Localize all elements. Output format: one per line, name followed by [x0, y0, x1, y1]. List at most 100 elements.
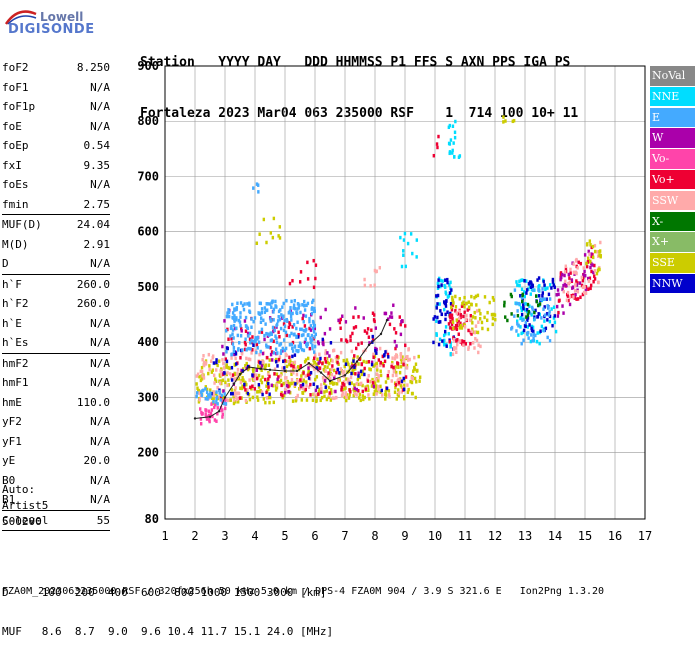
- echo-point: [236, 333, 240, 338]
- echo-point: [518, 283, 521, 288]
- echo-point: [290, 299, 293, 304]
- echo-point: [548, 283, 552, 287]
- echo-point: [302, 319, 305, 324]
- echo-point: [531, 307, 534, 311]
- echo-point: [327, 385, 331, 390]
- echo-point: [458, 326, 461, 330]
- echo-point: [491, 322, 494, 327]
- param-value: 110.0: [76, 395, 110, 409]
- echo-point: [221, 358, 224, 362]
- echo-point: [388, 394, 391, 399]
- echo-point: [282, 359, 285, 364]
- echo-point: [285, 383, 289, 388]
- echo-point: [399, 322, 402, 327]
- echo-point: [288, 383, 291, 388]
- echo-point: [263, 366, 267, 370]
- echo-point: [473, 330, 477, 335]
- echo-point: [199, 421, 203, 426]
- echo-point: [287, 359, 290, 364]
- echo-point: [476, 293, 480, 298]
- echo-point: [292, 332, 296, 337]
- echo-point: [296, 307, 299, 311]
- echo-point: [337, 379, 340, 383]
- echo-point: [224, 380, 227, 385]
- echo-point: [232, 395, 235, 399]
- echo-point: [295, 381, 299, 385]
- echo-point: [339, 367, 343, 371]
- echo-point: [447, 141, 451, 146]
- echo-point: [397, 391, 401, 395]
- echo-point: [251, 395, 255, 400]
- echo-point: [590, 252, 593, 256]
- echo-point: [548, 297, 552, 301]
- echo-point: [304, 337, 307, 341]
- echo-point: [538, 302, 542, 306]
- echo-point: [444, 301, 447, 306]
- echo-point: [483, 295, 487, 299]
- echo-point: [530, 287, 534, 292]
- echo-point: [367, 388, 370, 393]
- echo-point: [290, 318, 293, 322]
- echo-point: [272, 339, 275, 344]
- trace-point: [307, 362, 311, 365]
- echo-point: [246, 331, 250, 336]
- legend-entry: SSE: [650, 253, 695, 273]
- echo-point: [488, 300, 491, 305]
- echo-point: [260, 390, 264, 394]
- echo-point: [441, 279, 444, 283]
- echo-point: [326, 373, 330, 378]
- echo-point: [248, 303, 251, 307]
- muf-row: MUF 8.6 8.7 9.0 9.6 10.4 11.7 15.1 24.0 [MHz]: [2, 625, 333, 638]
- echo-point: [573, 296, 576, 300]
- echo-point: [353, 365, 356, 369]
- ionogram-chart: 1 2 3 4 5 6 7 8 9 10 11 12 13 14 15 16 17802003004005006…: [137, 59, 652, 543]
- echo-point: [309, 340, 313, 345]
- x-tick-label: 5: [281, 529, 288, 543]
- echo-point: [309, 328, 313, 332]
- echo-point: [234, 386, 237, 390]
- echo-point: [493, 313, 497, 317]
- param-value: 8.250: [76, 61, 110, 74]
- echo-point: [391, 360, 394, 365]
- echo-point: [302, 371, 305, 375]
- echo-point: [313, 360, 317, 365]
- echo-point: [456, 323, 459, 328]
- echo-point: [347, 362, 350, 367]
- echo-point: [530, 313, 533, 317]
- echo-point: [454, 305, 458, 309]
- echo-point: [208, 367, 211, 372]
- echo-point: [384, 392, 387, 397]
- echo-point: [318, 366, 321, 371]
- echo-point: [587, 287, 590, 291]
- echo-point: [532, 288, 535, 292]
- param-value: N/A: [90, 415, 110, 428]
- echo-point: [300, 398, 304, 402]
- echo-point: [543, 283, 546, 287]
- echo-point: [267, 381, 270, 386]
- echo-point: [302, 328, 306, 333]
- echo-point: [231, 391, 234, 396]
- param-row: hmE 110.0: [2, 393, 110, 413]
- echo-point: [236, 348, 240, 352]
- echo-point: [480, 320, 484, 325]
- echo-point: [222, 352, 225, 356]
- echo-point: [224, 406, 227, 411]
- echo-point: [295, 348, 298, 353]
- echo-point: [262, 360, 265, 364]
- echo-point: [531, 283, 534, 287]
- echo-point: [230, 376, 233, 380]
- echo-point: [515, 329, 518, 333]
- echo-point: [526, 325, 529, 329]
- echo-point: [368, 367, 371, 371]
- echo-point: [585, 264, 589, 269]
- echo-point: [315, 366, 318, 370]
- echo-point: [436, 281, 440, 286]
- echo-point: [593, 277, 597, 281]
- echo-point: [491, 316, 495, 321]
- echo-point: [345, 395, 348, 399]
- echo-point: [503, 303, 506, 308]
- echo-point: [552, 316, 556, 320]
- echo-point: [530, 333, 533, 337]
- echo-point: [303, 303, 306, 308]
- echo-point: [330, 367, 333, 372]
